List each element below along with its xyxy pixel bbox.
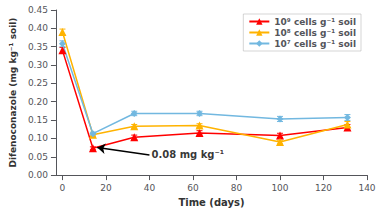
svg-text:120: 120 xyxy=(315,183,332,193)
svg-text:0.40: 0.40 xyxy=(28,23,48,33)
svg-text:0.05: 0.05 xyxy=(28,152,48,162)
svg-text:Time (days): Time (days) xyxy=(178,197,244,208)
svg-text:Difenoconazole (mg kg⁻¹ soil): Difenoconazole (mg kg⁻¹ soil) xyxy=(8,18,18,168)
svg-text:60: 60 xyxy=(187,183,199,193)
svg-text:0.25: 0.25 xyxy=(28,78,48,88)
svg-text:0.30: 0.30 xyxy=(28,60,48,70)
svg-text:140: 140 xyxy=(358,183,375,193)
svg-text:0.00: 0.00 xyxy=(28,170,48,180)
svg-text:0.08 mg kg⁻¹: 0.08 mg kg⁻¹ xyxy=(151,149,224,160)
svg-text:10⁸ cells g⁻¹ soil: 10⁸ cells g⁻¹ soil xyxy=(274,28,356,38)
svg-text:40: 40 xyxy=(144,183,156,193)
svg-text:10⁹ cells g⁻¹ soil: 10⁹ cells g⁻¹ soil xyxy=(274,17,356,27)
svg-text:0.35: 0.35 xyxy=(28,42,48,52)
svg-text:0.15: 0.15 xyxy=(28,115,48,125)
svg-text:0.45: 0.45 xyxy=(28,5,48,15)
svg-text:0.20: 0.20 xyxy=(28,97,48,107)
svg-text:20: 20 xyxy=(100,183,112,193)
svg-text:0.10: 0.10 xyxy=(28,133,48,143)
svg-text:100: 100 xyxy=(271,183,288,193)
svg-text:10⁷ cells g⁻¹ soil: 10⁷ cells g⁻¹ soil xyxy=(274,39,356,49)
svg-text:0: 0 xyxy=(60,183,66,193)
svg-text:80: 80 xyxy=(231,183,243,193)
